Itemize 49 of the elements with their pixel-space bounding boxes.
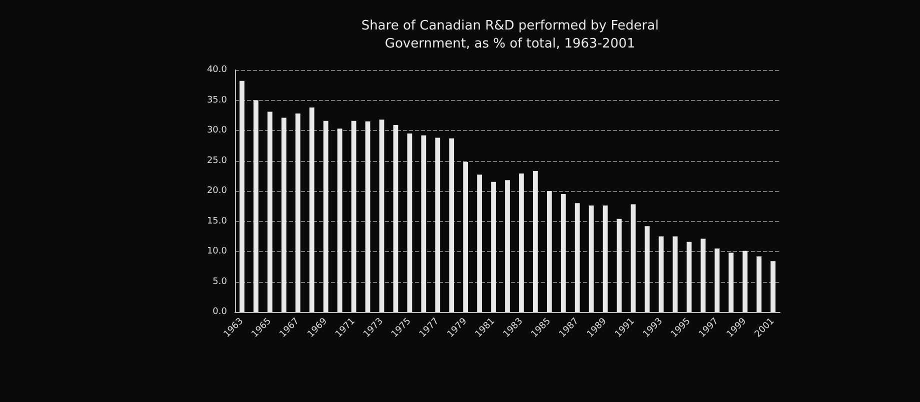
bar xyxy=(644,226,650,312)
bar xyxy=(323,120,328,312)
bar xyxy=(281,118,286,312)
bar xyxy=(449,138,454,312)
bar xyxy=(686,242,692,312)
bar xyxy=(519,173,524,312)
y-tick-label: 35.0 xyxy=(206,95,228,106)
bar xyxy=(240,80,244,312)
y-tick-label: 20.0 xyxy=(206,186,228,196)
bar xyxy=(546,191,552,312)
bar xyxy=(407,134,412,312)
bar xyxy=(588,206,594,312)
bar xyxy=(463,162,468,312)
bar xyxy=(254,100,258,312)
bar xyxy=(505,180,510,312)
bar xyxy=(309,108,314,312)
bar xyxy=(742,250,748,312)
bar xyxy=(756,256,762,312)
bar xyxy=(560,194,566,312)
y-tick-label: 25.0 xyxy=(206,156,228,166)
bar xyxy=(658,236,664,312)
y-tick-label: 10.0 xyxy=(206,246,228,256)
bar xyxy=(393,125,398,312)
bar xyxy=(421,135,426,312)
bar xyxy=(435,138,440,312)
bar xyxy=(267,112,272,312)
y-tick-label: 40.0 xyxy=(206,65,228,75)
chart-title: Share of Canadian R&D performed by Federal Government, as % of total, 1963-2001 xyxy=(361,18,659,52)
bar xyxy=(672,236,678,312)
bar xyxy=(700,238,706,312)
bar xyxy=(295,114,300,312)
bar xyxy=(533,171,538,312)
y-tick-label: 30.0 xyxy=(206,126,228,136)
bar xyxy=(477,174,482,312)
bar xyxy=(616,218,622,312)
bar xyxy=(379,120,384,312)
bar xyxy=(728,252,734,312)
y-tick-label: 0.0 xyxy=(212,307,228,317)
bar xyxy=(365,121,370,312)
bar xyxy=(351,120,356,312)
bar xyxy=(337,128,342,312)
bar xyxy=(714,248,720,312)
y-tick-label: 5.0 xyxy=(212,276,228,287)
bar xyxy=(574,203,580,312)
bar xyxy=(602,206,608,312)
y-tick-label: 15.0 xyxy=(206,216,228,226)
bar xyxy=(491,182,496,312)
bar xyxy=(770,261,776,312)
bar xyxy=(630,204,636,312)
